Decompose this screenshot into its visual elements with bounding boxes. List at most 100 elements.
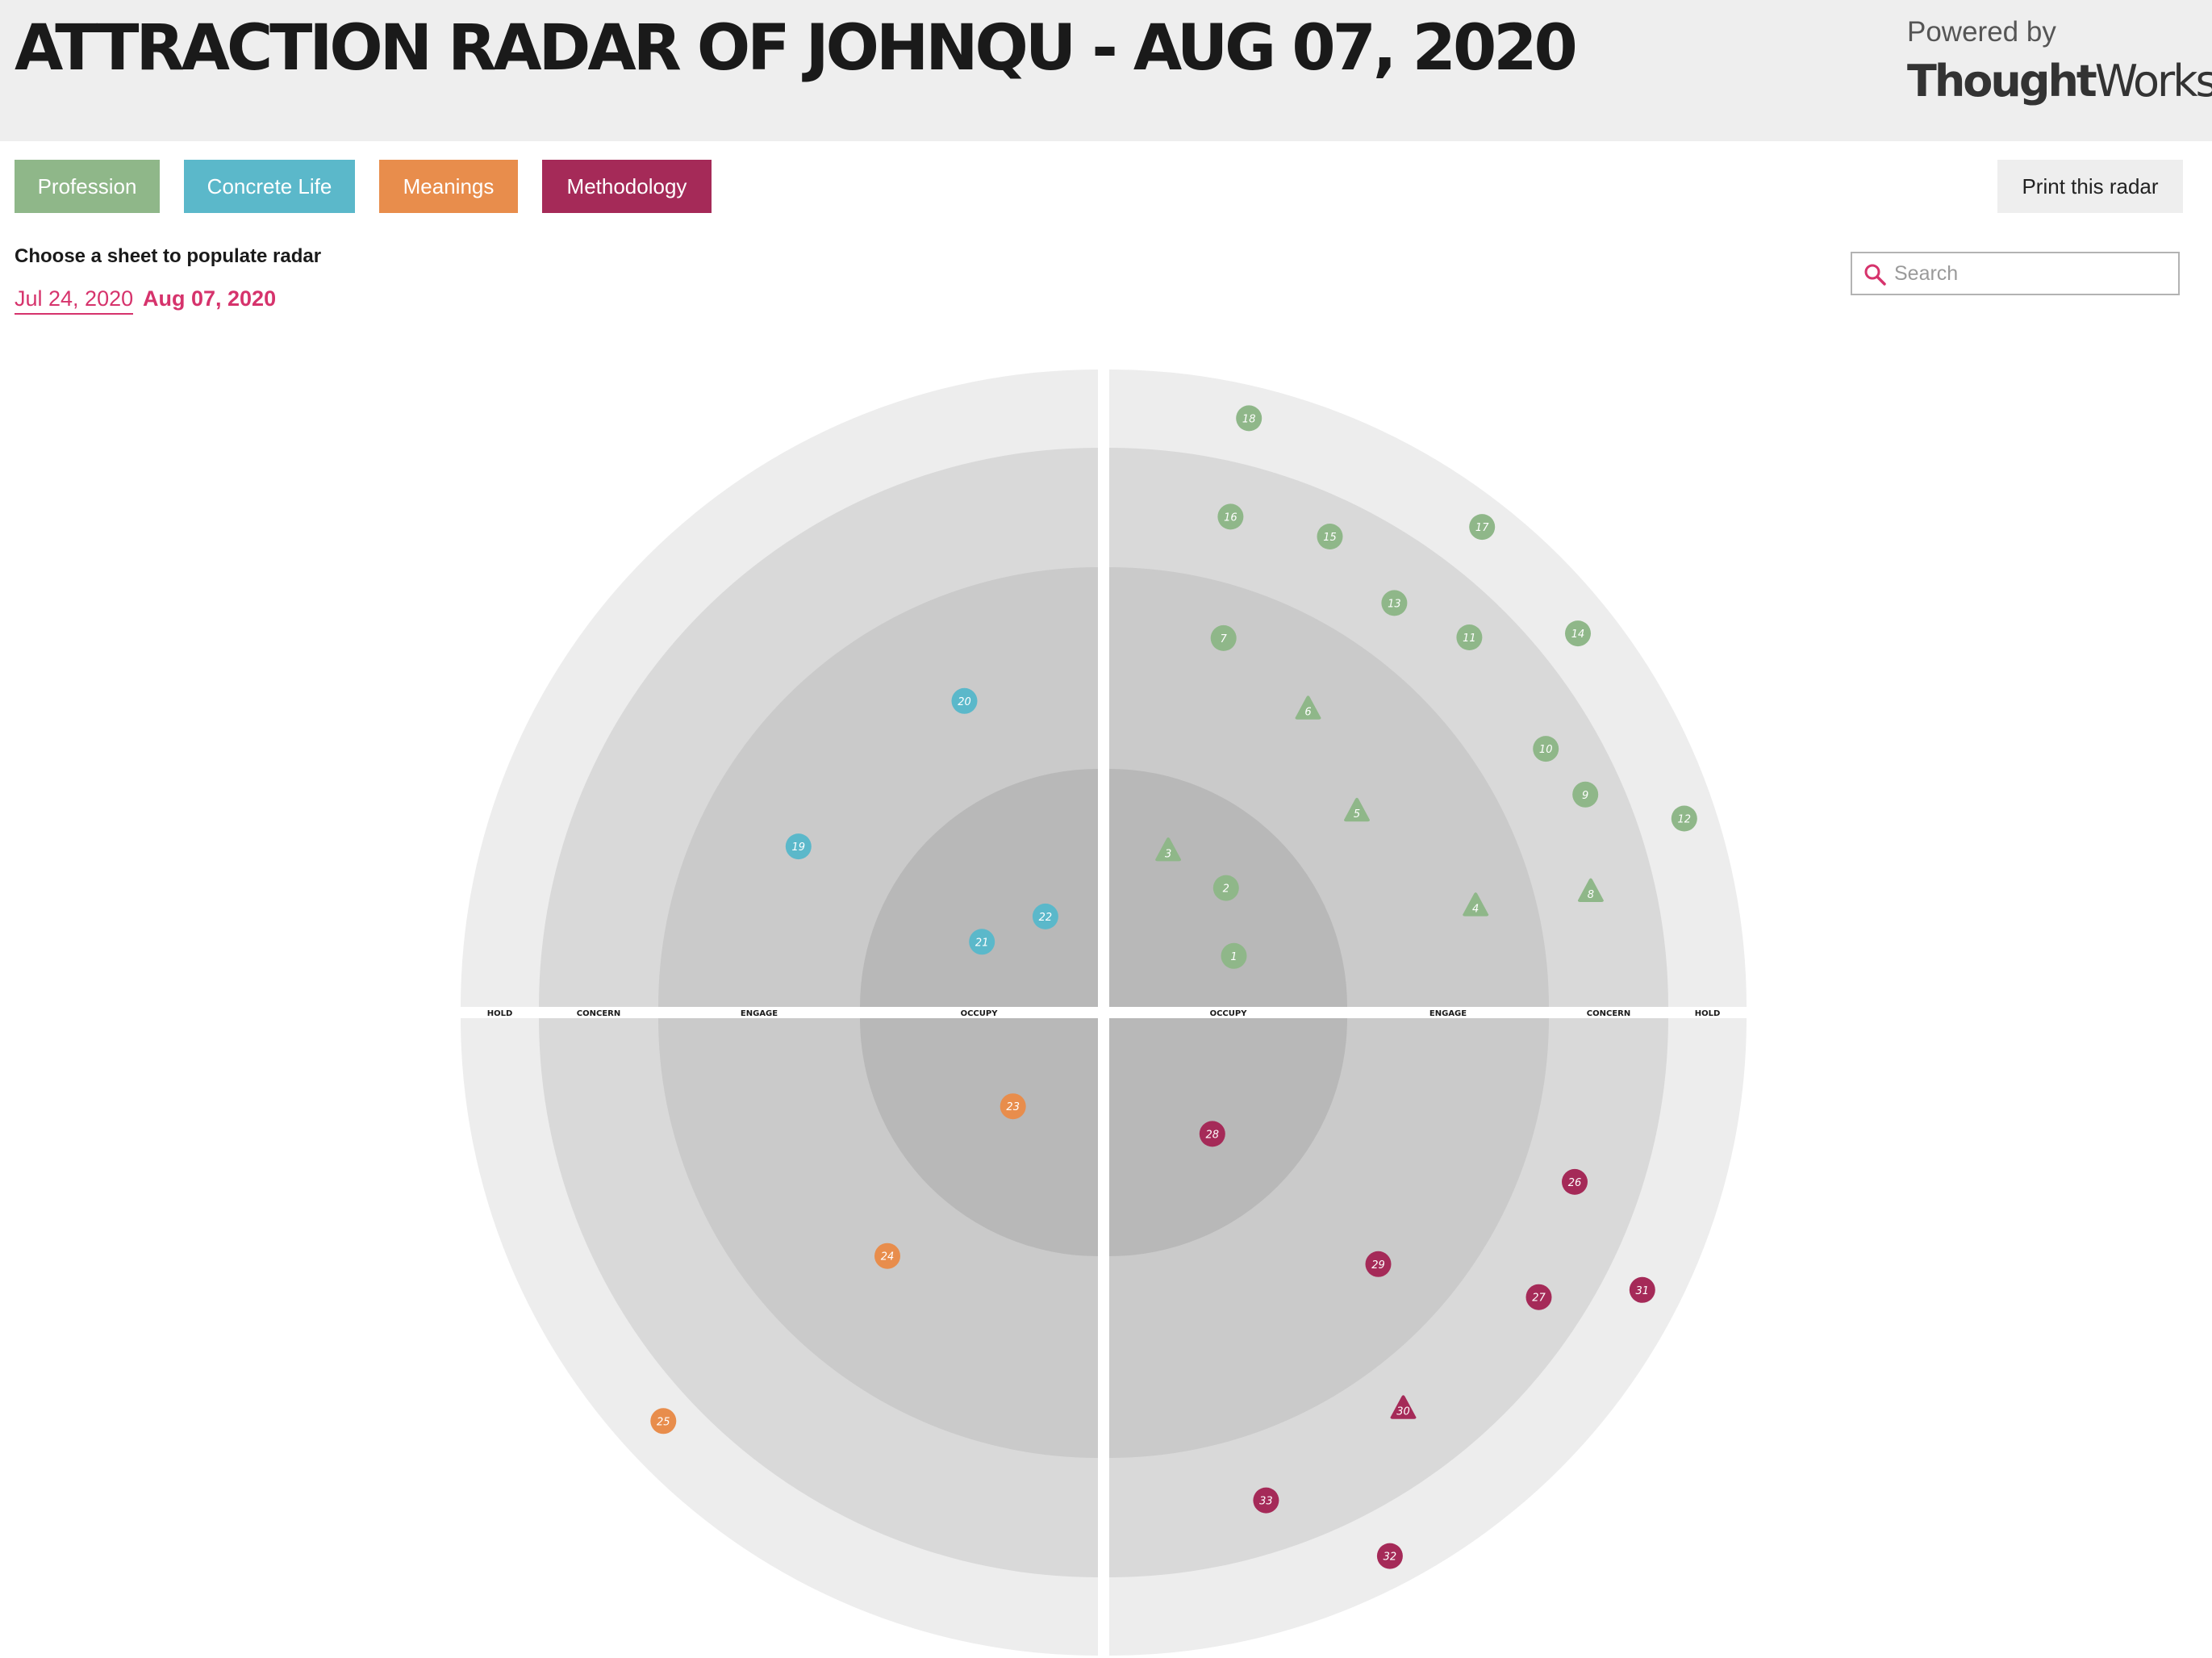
quadrant-button-meanings[interactable]: Meanings [379,160,518,213]
blip-26[interactable]: 26 [1562,1168,1588,1195]
blip-9[interactable]: 9 [1572,781,1599,808]
print-radar-button[interactable]: Print this radar [1997,160,2183,213]
blip-4[interactable]: 4 [1463,892,1489,917]
blip-18[interactable]: 18 [1236,405,1263,432]
blip-12[interactable]: 12 [1671,805,1697,832]
blip-1[interactable]: 1 [1221,942,1247,969]
blip-circle-icon [1199,1121,1225,1147]
blip-number: 12 [1678,814,1692,826]
page-title: ATTRACTION RADAR OF JOHNQU - AUG 07, 202… [15,12,1578,85]
blip-25[interactable]: 25 [650,1408,677,1435]
quadrant-concrete-life [461,370,1098,1007]
quadrant-button-methodology[interactable]: Methodology [542,160,712,213]
blip-10[interactable]: 10 [1533,736,1559,762]
blip-16[interactable]: 16 [1217,503,1244,530]
blip-number: 7 [1221,633,1228,645]
blip-circle-icon [1221,942,1247,969]
blip-circle-icon [1217,503,1244,530]
blip-number: 16 [1224,512,1237,524]
blip-triangle-icon [1295,695,1321,720]
blip-3[interactable]: 3 [1155,837,1182,862]
blip-29[interactable]: 29 [1365,1251,1392,1277]
blip-number: 4 [1472,904,1479,916]
blip-circle-icon [1236,405,1263,432]
blip-number: 11 [1463,633,1476,645]
blip-circle-icon [1381,590,1408,616]
ring-sector-occupy [860,1018,1098,1256]
sheet-link-jul-24[interactable]: Jul 24, 2020 [15,284,134,315]
blip-circle-icon [1376,1543,1403,1569]
blip-5[interactable]: 5 [1344,797,1370,822]
brand-light: Works [2094,56,2212,106]
blip-17[interactable]: 17 [1469,514,1496,541]
blip-circle-icon [1253,1487,1279,1514]
blip-number: 27 [1532,1293,1546,1305]
blip-triangle-icon [1577,878,1604,902]
blip-number: 2 [1223,883,1229,896]
blip-circle-icon [1456,624,1483,650]
search-input[interactable] [1894,258,2168,289]
blip-number: 9 [1582,790,1588,802]
blip-30[interactable]: 30 [1390,1395,1417,1419]
blip-circle-icon [1317,524,1343,549]
blip-13[interactable]: 13 [1381,590,1408,616]
blip-triangle-icon [1463,892,1489,917]
blip-number: 14 [1571,629,1585,641]
blip-23[interactable]: 23 [1000,1093,1026,1120]
blip-number: 5 [1354,808,1360,821]
blip-number: 24 [881,1251,895,1263]
blip-6[interactable]: 6 [1295,695,1321,720]
blip-circle-icon [1032,903,1058,929]
blip-circle-icon [1525,1284,1552,1310]
blip-24[interactable]: 24 [874,1242,900,1269]
blip-number: 13 [1388,598,1401,610]
blip-number: 28 [1206,1129,1220,1141]
quadrant-button-concrete-life[interactable]: Concrete Life [184,160,355,213]
blip-number: 20 [958,696,971,708]
blip-number: 19 [792,842,806,854]
blip-33[interactable]: 33 [1253,1487,1279,1514]
blip-28[interactable]: 28 [1199,1121,1225,1147]
blip-8[interactable]: 8 [1577,878,1604,903]
powered-by-label: Powered by [1907,16,2056,48]
ring-label-hold: HOLD [1695,1009,1721,1018]
blip-number: 1 [1230,951,1237,963]
blip-7[interactable]: 7 [1210,624,1237,651]
blip-number: 25 [657,1416,670,1428]
blip-11[interactable]: 11 [1456,624,1483,650]
blip-number: 15 [1323,532,1337,544]
blip-31[interactable]: 31 [1629,1276,1655,1303]
blip-number: 26 [1568,1177,1582,1189]
blip-20[interactable]: 20 [951,687,978,714]
radar-chart: OCCUPY OCCUPY ENGAGE ENGAGE CONCERN CONCERN HO… [461,370,1747,1656]
blip-number: 17 [1475,522,1489,534]
ring-label-engage: ENGAGE [741,1009,778,1018]
ring-label-occupy: OCCUPY [1210,1009,1248,1018]
blip-number: 3 [1165,848,1171,860]
blip-circle-icon [1212,875,1239,901]
blip-number: 18 [1242,413,1256,425]
blip-circle-icon [874,1242,900,1269]
blip-circle-icon [650,1408,677,1435]
sheet-link-aug-07[interactable]: Aug 07, 2020 [143,286,277,311]
blip-19[interactable]: 19 [785,833,812,860]
ring-label-occupy: OCCUPY [961,1009,999,1018]
page-header: ATTRACTION RADAR OF JOHNQU - AUG 07, 202… [0,0,2212,141]
blip-22[interactable]: 22 [1032,903,1058,929]
brand-bold: Thought [1907,56,2097,106]
blip-triangle-icon [1390,1395,1417,1419]
blip-circle-icon [1000,1093,1026,1120]
search-box[interactable] [1851,252,2180,295]
blip-14[interactable]: 14 [1565,620,1591,647]
quadrant-button-profession[interactable]: Profession [15,160,160,213]
blip-27[interactable]: 27 [1525,1284,1552,1310]
blip-32[interactable]: 32 [1376,1543,1403,1569]
blip-15[interactable]: 15 [1317,524,1343,549]
ring-label-concern: CONCERN [1587,1009,1630,1018]
ring-label-concern: CONCERN [577,1009,620,1018]
blip-number: 22 [1039,912,1053,924]
blip-21[interactable]: 21 [969,929,995,955]
blip-triangle-icon [1344,797,1370,822]
blip-2[interactable]: 2 [1212,875,1239,901]
blip-circle-icon [969,929,995,955]
